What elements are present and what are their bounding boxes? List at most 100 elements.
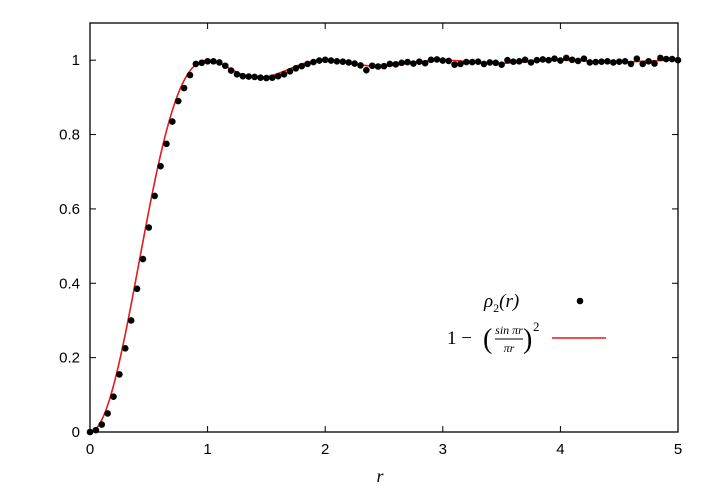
data-point [551,55,558,62]
x-axis-label: r [376,466,384,486]
data-point [621,58,629,65]
legend-curve-numerator: sin πr [495,323,523,337]
data-point [651,60,658,67]
data-point [145,224,153,231]
data-point [562,54,570,62]
data-point [180,84,188,92]
y-tick-label: 0.4 [59,275,80,292]
data-point [404,58,411,66]
data-point [515,58,523,65]
data-point [574,57,582,65]
data-point [186,71,194,79]
data-point [310,58,317,66]
data-point [445,57,452,65]
data-point [674,56,682,64]
data-point [568,56,576,64]
data-point [116,371,123,378]
legend-points-main: ρ [483,291,493,312]
data-point [398,59,405,67]
data-point [280,71,288,78]
x-tick-label: 1 [203,441,211,458]
legend-paren-left: ( [483,324,492,355]
data-point [533,56,541,64]
data-point [433,56,441,63]
x-ticks [89,23,679,432]
data-point [380,62,388,70]
data-point [274,72,282,80]
data-point [292,65,300,72]
data-point [468,58,476,66]
legend-paren-right: ) [523,324,532,355]
data-point [233,71,241,78]
legend-point-marker [576,297,584,305]
data-point [227,67,235,74]
data-point [662,55,670,63]
data-point [198,59,206,67]
data-point [657,54,664,62]
data-point [492,59,500,67]
x-tick-label: 5 [674,441,682,458]
data-point [157,162,164,170]
data-point [210,58,217,65]
data-point [139,255,147,263]
data-point [392,60,400,68]
data-point [410,60,417,67]
data-point [668,55,676,63]
x-tick-label: 4 [556,441,564,458]
data-point [457,60,464,68]
data-point [363,66,370,74]
data-point [592,58,599,66]
data-point [98,421,106,428]
data-point [480,60,488,68]
data-point [368,62,376,70]
data-point [539,56,547,63]
legend-points-sub: 2 [493,301,499,315]
y-tick-label: 0.6 [59,201,80,218]
legend-entry-curve: 1 − ( sin πr πr ) 2 [447,319,606,355]
legend: ρ2(r) 1 − ( sin πr πr ) 2 [447,291,606,355]
data-point [104,410,111,417]
data-point [174,97,182,105]
data-point [510,58,517,65]
data-point [451,61,458,68]
data-point [133,285,141,293]
data-point [169,118,176,125]
data-point [351,60,358,67]
x-tick-label: 2 [321,441,329,458]
data-point [192,60,200,68]
data-point [127,317,135,324]
data-point [557,57,564,64]
y-tick-label: 0 [72,424,80,441]
data-point [86,428,94,436]
x-tick-labels: 0 1 2 3 4 5 [86,441,682,458]
data-point [110,393,117,400]
y-tick-label: 0.8 [59,127,80,144]
data-point [345,59,353,66]
data-point [92,426,100,434]
data-point [545,56,552,64]
data-point [321,56,329,64]
data-point [121,345,129,352]
data-point [304,60,311,68]
data-point [286,68,294,75]
data-point [239,72,247,80]
data-point [245,73,253,80]
data-point [580,55,588,62]
data-point [298,62,305,70]
data-point [439,57,447,64]
x-tick-label: 3 [439,441,447,458]
data-point [327,57,335,64]
plot-frame [89,22,679,433]
x-tick-label: 0 [86,441,94,458]
data-point [151,192,158,200]
data-point [486,59,494,66]
legend-points-rest: (r) [499,291,519,312]
legend-curve-denominator: πr [504,341,515,355]
data-point [204,58,211,65]
data-point [257,74,264,81]
data-point [610,59,617,66]
y-tick-label: 1 [72,52,80,69]
data-point [598,58,605,65]
data-point [586,59,594,66]
